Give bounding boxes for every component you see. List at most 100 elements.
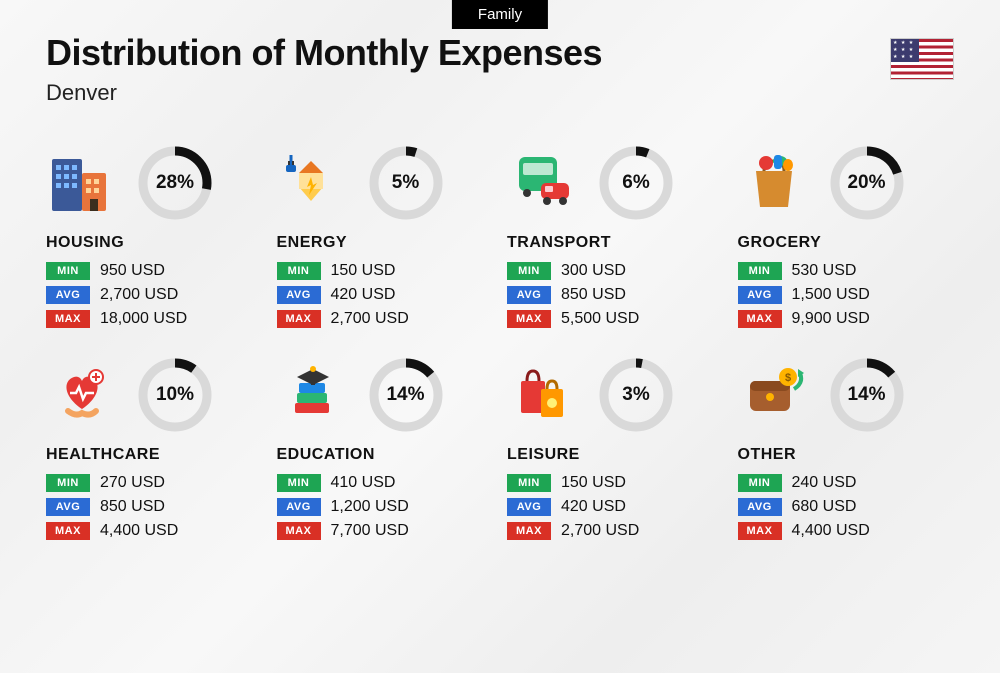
avg-value: 420 USD xyxy=(331,286,396,304)
avg-value: 680 USD xyxy=(792,498,857,516)
max-value: 4,400 USD xyxy=(792,522,870,540)
max-value: 18,000 USD xyxy=(100,310,187,328)
min-badge: MIN xyxy=(277,474,321,492)
stats: MIN 150 USD AVG 420 USD MAX 2,700 USD xyxy=(277,262,494,328)
min-badge: MIN xyxy=(46,262,90,280)
avg-badge: AVG xyxy=(46,498,90,516)
max-badge: MAX xyxy=(738,310,782,328)
percent-donut: 28% xyxy=(136,144,214,222)
min-badge: MIN xyxy=(507,262,551,280)
max-value: 2,700 USD xyxy=(331,310,409,328)
percent-donut: 3% xyxy=(597,356,675,434)
max-badge: MAX xyxy=(46,310,90,328)
max-value: 9,900 USD xyxy=(792,310,870,328)
energy-icon xyxy=(277,147,349,219)
category-name: TRANSPORT xyxy=(507,234,724,252)
avg-value: 420 USD xyxy=(561,498,626,516)
stats: MIN 240 USD AVG 680 USD MAX 4,400 USD xyxy=(738,474,955,540)
transport-icon xyxy=(507,147,579,219)
max-value: 7,700 USD xyxy=(331,522,409,540)
max-badge: MAX xyxy=(277,522,321,540)
min-value: 950 USD xyxy=(100,262,165,280)
max-badge: MAX xyxy=(277,310,321,328)
percent-text: 10% xyxy=(156,384,194,406)
category-name: ENERGY xyxy=(277,234,494,252)
percent-donut: 14% xyxy=(367,356,445,434)
avg-value: 850 USD xyxy=(561,286,626,304)
stats: MIN 300 USD AVG 850 USD MAX 5,500 USD xyxy=(507,262,724,328)
avg-badge: AVG xyxy=(738,286,782,304)
category-name: HEALTHCARE xyxy=(46,446,263,464)
avg-badge: AVG xyxy=(277,498,321,516)
leisure-icon xyxy=(507,359,579,431)
category-name: OTHER xyxy=(738,446,955,464)
percent-text: 28% xyxy=(156,172,194,194)
category-card: $14% OTHER MIN 240 USD AVG 680 USD MAX 4,400 US… xyxy=(738,354,955,546)
percent-text: 20% xyxy=(847,172,885,194)
min-badge: MIN xyxy=(46,474,90,492)
page-title: Distribution of Monthly Expenses xyxy=(46,32,954,74)
category-card: 14% EDUCATION MIN 410 USD AVG 1,200 USD MAX 7,7… xyxy=(277,354,494,546)
percent-text: 3% xyxy=(622,384,649,406)
min-value: 410 USD xyxy=(331,474,396,492)
category-name: EDUCATION xyxy=(277,446,494,464)
category-card: 20%GROCERYMIN530 USDAVG1,500 USDMAX9,900… xyxy=(738,142,955,334)
percent-text: 5% xyxy=(392,172,419,194)
stats: MIN530 USDAVG1,500 USDMAX9,900 USD xyxy=(738,262,955,328)
other-icon: $ xyxy=(738,359,810,431)
category-card: 6% TRANSPORT MIN 300 USD AVG 850 USD MAX 5,500 … xyxy=(507,142,724,334)
avg-value: 850 USD xyxy=(100,498,165,516)
grocery-icon xyxy=(738,147,810,219)
min-badge: MIN xyxy=(507,474,551,492)
category-card: 10% HEALTHCARE MIN 270 USD AVG 850 USD MAX 4,40… xyxy=(46,354,263,546)
avg-badge: AVG xyxy=(507,286,551,304)
min-value: 240 USD xyxy=(792,474,857,492)
min-value: 150 USD xyxy=(561,474,626,492)
category-name: HOUSING xyxy=(46,234,263,252)
min-badge: MIN xyxy=(738,474,782,492)
max-badge: MAX xyxy=(507,522,551,540)
page-subtitle: Denver xyxy=(46,80,954,106)
max-badge: MAX xyxy=(738,522,782,540)
avg-badge: AVG xyxy=(46,286,90,304)
stats: MIN 950 USD AVG 2,700 USD MAX 18,000 USD xyxy=(46,262,263,328)
percent-text: 6% xyxy=(622,172,649,194)
percent-text: 14% xyxy=(847,384,885,406)
category-card: 3% LEISURE MIN 150 USD AVG 420 USD MAX 2,700 US… xyxy=(507,354,724,546)
education-icon xyxy=(277,359,349,431)
avg-value: 1,200 USD xyxy=(331,498,409,516)
max-badge: MAX xyxy=(46,522,90,540)
max-value: 2,700 USD xyxy=(561,522,639,540)
svg-text:$: $ xyxy=(784,372,790,384)
max-value: 4,400 USD xyxy=(100,522,178,540)
percent-donut: 14% xyxy=(828,356,906,434)
avg-badge: AVG xyxy=(277,286,321,304)
avg-badge: AVG xyxy=(738,498,782,516)
max-value: 5,500 USD xyxy=(561,310,639,328)
category-card: 5% ENERGY MIN 150 USD AVG 420 USD MAX 2,700 USD xyxy=(277,142,494,334)
min-badge: MIN xyxy=(277,262,321,280)
header: Distribution of Monthly Expenses Denver xyxy=(0,0,1000,114)
percent-text: 14% xyxy=(386,384,424,406)
category-name: LEISURE xyxy=(507,446,724,464)
stats: MIN 150 USD AVG 420 USD MAX 2,700 USD xyxy=(507,474,724,540)
percent-donut: 10% xyxy=(136,356,214,434)
us-flag-icon xyxy=(890,38,954,80)
min-value: 150 USD xyxy=(331,262,396,280)
min-value: 270 USD xyxy=(100,474,165,492)
stats: MIN 410 USD AVG 1,200 USD MAX 7,700 USD xyxy=(277,474,494,540)
stats: MIN 270 USD AVG 850 USD MAX 4,400 USD xyxy=(46,474,263,540)
min-value: 300 USD xyxy=(561,262,626,280)
max-badge: MAX xyxy=(507,310,551,328)
categories-grid: 28% HOUSING MIN 950 USD AVG 2,700 USD MAX 18,00… xyxy=(0,114,1000,546)
healthcare-icon xyxy=(46,359,118,431)
percent-donut: 6% xyxy=(597,144,675,222)
category-card: 28% HOUSING MIN 950 USD AVG 2,700 USD MAX 18,00… xyxy=(46,142,263,334)
housing-icon xyxy=(46,147,118,219)
avg-value: 2,700 USD xyxy=(100,286,178,304)
percent-donut: 5% xyxy=(367,144,445,222)
avg-value: 1,500 USD xyxy=(792,286,870,304)
min-badge: MIN xyxy=(738,262,782,280)
category-name: GROCERY xyxy=(738,234,955,252)
avg-badge: AVG xyxy=(507,498,551,516)
